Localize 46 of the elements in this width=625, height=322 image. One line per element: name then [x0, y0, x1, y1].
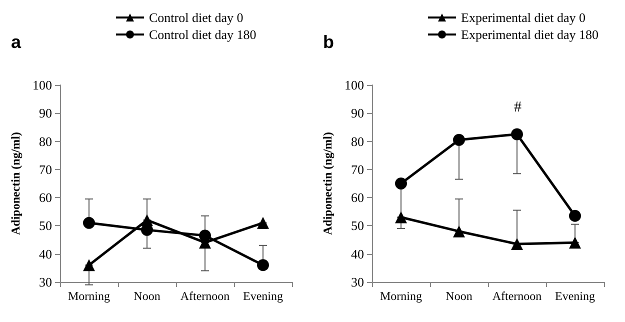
y-tick-label: 80 [351, 134, 364, 149]
y-tick-label: 100 [344, 78, 364, 92]
legend-label: Control diet day 0 [149, 10, 244, 25]
y-tick-label: 80 [39, 134, 52, 149]
legend-label: Experimental diet day 0 [461, 10, 586, 25]
y-tick-label: 70 [39, 162, 52, 177]
x-tick-label: Evening [243, 289, 283, 303]
y-tick-label: 90 [39, 106, 52, 121]
point [453, 134, 465, 146]
y-tick-label: 90 [351, 106, 364, 121]
point [511, 128, 523, 140]
y-tick-label: 40 [351, 246, 364, 262]
y-tick-label: 60 [39, 190, 52, 206]
y-tick-label: 50 [351, 218, 364, 234]
y-tick-label: 60 [351, 190, 364, 206]
y-tick-label: 100 [32, 78, 52, 92]
x-tick-label: Morning [380, 289, 422, 303]
point [257, 216, 269, 229]
y-tick-label: 30 [39, 274, 52, 290]
y-axis-title: Adiponectin (ng/ml) [8, 132, 23, 236]
point [199, 230, 211, 242]
point [83, 259, 95, 272]
y-tick-label: 30 [351, 274, 364, 290]
legend-label: Experimental diet day 180 [461, 27, 599, 42]
point [569, 210, 581, 222]
annotation: # [514, 100, 522, 116]
point [83, 216, 95, 229]
chart-title: b [323, 32, 334, 52]
x-tick-label: Afternoon [492, 289, 542, 303]
point [395, 178, 407, 190]
y-tick-label: 50 [39, 218, 52, 234]
legend-label: Control diet day 180 [149, 27, 256, 42]
x-tick-label: Morning [68, 289, 110, 303]
y-tick-label: 70 [351, 162, 364, 177]
point [569, 236, 581, 249]
y-axis-title: Adiponectin (ng/ml) [320, 132, 335, 236]
point [257, 259, 269, 272]
x-tick-label: Evening [555, 289, 595, 303]
point [395, 211, 407, 224]
x-tick-label: Noon [446, 289, 472, 303]
point [511, 238, 523, 250]
chart-title: a [11, 32, 22, 52]
x-tick-label: Afternoon [180, 289, 230, 303]
y-tick-label: 40 [39, 246, 52, 262]
point [453, 225, 465, 238]
x-tick-label: Noon [134, 289, 160, 303]
